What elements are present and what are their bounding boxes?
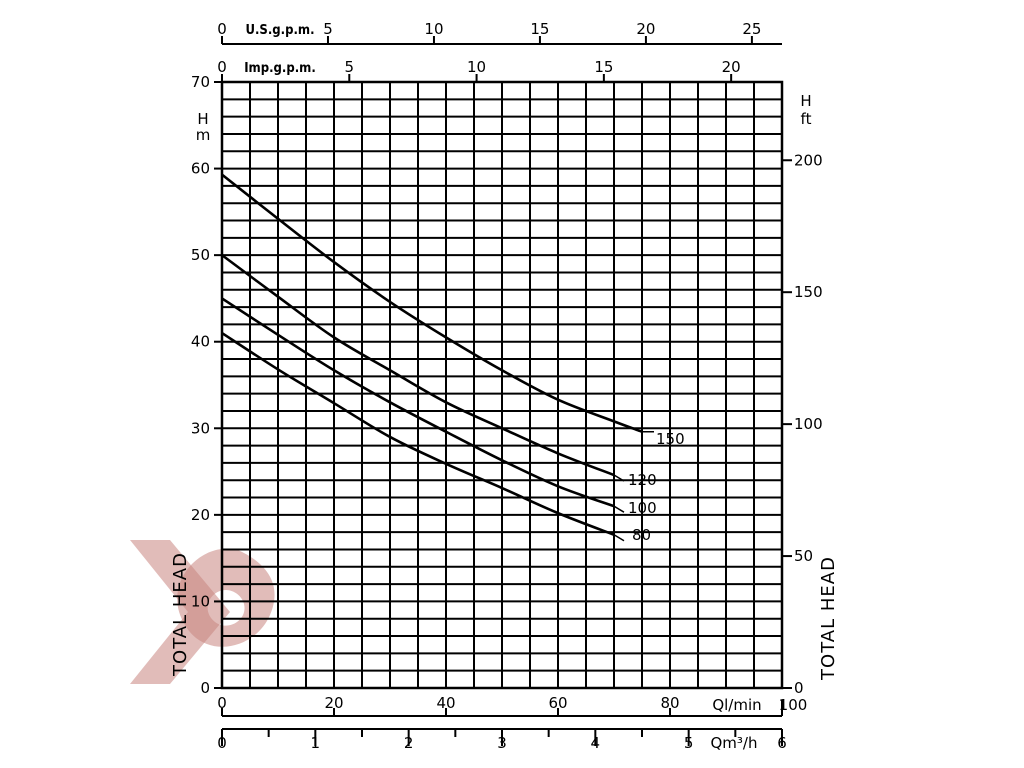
- y-tick-label-m: 20: [191, 506, 210, 524]
- x-tick-label-lmin: 20: [324, 694, 343, 712]
- x-tick-label-impgpm: 10: [467, 58, 486, 76]
- y-tick-label-ft: 0: [794, 679, 804, 697]
- x-tick-label-lmin-max: 100: [779, 696, 808, 714]
- y-unit-right-ft: ft: [801, 110, 812, 128]
- curve-label-150: 150: [656, 430, 685, 448]
- x-tick-label-usgpm: 10: [424, 20, 443, 38]
- x-tick-label-m3h: 0: [217, 734, 227, 752]
- curve-120: [221, 254, 615, 477]
- y-tick-label-m: 70: [191, 73, 210, 91]
- x-unit-lmin: Ql/min: [712, 696, 761, 714]
- curve-100: [221, 297, 615, 508]
- x-unit-m3h: Qm³/h: [711, 734, 758, 752]
- y-unit-right-h: H: [800, 92, 811, 110]
- pump-curves: [221, 173, 643, 536]
- y-tick-label-m: 30: [191, 419, 210, 437]
- y-tick-label-ft: 150: [794, 283, 823, 301]
- x-tick-label-lmin: 40: [436, 694, 455, 712]
- curve-80: [221, 331, 615, 536]
- y-unit-left-h: H: [197, 110, 208, 128]
- chart-labels: 150 120 100 80: [613, 430, 685, 544]
- curve-leader-80: [613, 534, 625, 542]
- x-tick-label-impgpm: 20: [722, 58, 741, 76]
- curve-label-80: 80: [632, 526, 651, 544]
- y-tick-label-m: 60: [191, 160, 210, 178]
- curve-label-120: 120: [628, 471, 657, 489]
- y-tick-label-m: 50: [191, 246, 210, 264]
- curve-label-100: 100: [628, 499, 657, 517]
- y-axis-label-left: TOTAL HEAD: [170, 552, 191, 677]
- x-tick-label-impgpm: 15: [594, 58, 613, 76]
- x-tick-label-usgpm: 25: [742, 20, 761, 38]
- x-tick-label-m3h: 4: [591, 734, 601, 752]
- x-unit-usgpm: U.S.g.p.m.: [245, 23, 314, 38]
- x-tick-label-usgpm: 0: [217, 20, 227, 38]
- x-tick-label-lmin: 60: [548, 694, 567, 712]
- y-axis-label-right: TOTAL HEAD: [818, 556, 839, 681]
- plot-frame: [220, 80, 784, 690]
- watermark-logo: [130, 540, 275, 684]
- x-tick-label-impgpm: 5: [345, 58, 355, 76]
- x-tick-label-m3h: 5: [684, 734, 694, 752]
- x-tick-label-m3h: 2: [404, 734, 414, 752]
- y-tick-label-ft: 200: [794, 151, 823, 169]
- x-tick-label-impgpm: 0: [217, 58, 227, 76]
- x-tick-label-lmin: 80: [660, 694, 679, 712]
- x-tick-label-lmin: 0: [217, 694, 227, 712]
- watermark-chevron: [130, 540, 230, 684]
- x-unit-impgpm: Imp.g.p.m.: [244, 61, 316, 76]
- curve-150: [221, 173, 643, 433]
- y-tick-label-ft: 100: [794, 415, 823, 433]
- curve-leader-100: [613, 505, 625, 513]
- curve-leader-120: [613, 474, 625, 482]
- y-unit-left-m: m: [196, 126, 211, 144]
- x-tick-label-usgpm: 20: [636, 20, 655, 38]
- x-tick-label-m3h: 6: [777, 734, 787, 752]
- x-tick-label-m3h: 1: [311, 734, 321, 752]
- x-tick-label-usgpm: 5: [323, 20, 333, 38]
- y-tick-label-m: 0: [200, 679, 210, 697]
- x-tick-label-m3h: 3: [497, 734, 507, 752]
- x-tick-label-usgpm: 15: [530, 20, 549, 38]
- y-tick-label-m: 40: [191, 333, 210, 351]
- y-tick-label-m: 10: [191, 592, 210, 610]
- y-tick-label-ft: 50: [794, 547, 813, 565]
